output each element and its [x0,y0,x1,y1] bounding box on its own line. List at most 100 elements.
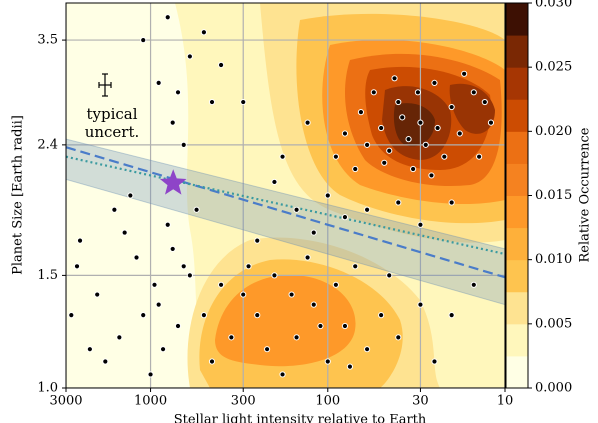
x-axis-label: Stellar light intensity relative to Eart… [174,413,427,423]
colorbar-tick-label: 0.000 [535,381,572,396]
x-tick-label: 10 [497,394,514,409]
star-marker [159,169,187,195]
planet-point [200,312,208,319]
y-tick-label: 3.5 [37,33,58,48]
fit-line [66,146,505,279]
planet-point [405,136,412,143]
planet-point [417,221,424,228]
planet-point [391,75,398,82]
planet-point [200,29,208,36]
colorbar-tick-label: 0.010 [535,252,572,267]
planet-point [180,141,187,148]
x-tick-label: 100 [315,394,340,409]
planet-point [431,358,438,365]
planet-point [147,371,154,378]
planet-point [169,245,176,253]
planet-point [395,199,402,206]
planet-point [111,206,118,213]
x-tick-label: 1000 [134,394,167,409]
planet-point [352,263,359,270]
planet-point [470,89,477,96]
planet-point [68,312,75,319]
planet-point [363,141,371,148]
planet-point [76,237,84,244]
planet-point [422,141,429,148]
planet-point [271,272,278,279]
planet-point [417,119,424,126]
annotation: typical [86,105,137,123]
planet-point [217,61,225,69]
colorbar-label: Relative Occurrence [578,127,593,262]
planet-point [140,312,147,319]
planet-point [341,214,349,221]
planet-point [448,103,455,111]
planet-point [240,98,247,106]
planet-point [414,89,422,96]
planet-point [304,254,311,261]
planet-point [208,358,216,365]
planet-point [159,346,167,353]
planet-point [341,322,349,330]
planet-point [155,301,162,308]
planet-point [293,206,300,213]
planet-point [310,301,317,308]
planet-point [263,346,271,353]
planet-point [245,263,252,270]
planet-point [332,153,339,160]
planet-point [151,281,158,288]
colorbar-segment [506,99,528,132]
planet-point [399,114,406,121]
planet-point [487,119,495,126]
planet-point [395,98,402,106]
planet-point [140,36,147,44]
annotation: uncert. [85,123,140,141]
x-tick-label: 30 [412,394,429,409]
planet-point [186,53,193,60]
density-contours [66,3,505,388]
colorbar-segment [506,131,528,164]
planet-point [102,358,109,365]
planet-point [121,229,128,236]
colorbar-segment [506,3,528,36]
planet-point [378,312,385,319]
planet-point [180,263,187,270]
planet-point [434,124,441,132]
planet-point [133,254,140,261]
planet-point [470,281,477,288]
y-tick-label: 2.4 [37,137,58,152]
planet-point [441,153,448,160]
planet-point [288,291,295,298]
planet-point [186,272,193,279]
planet-point [279,371,286,378]
planet-point [254,237,261,244]
planet-point [174,322,182,330]
colorbar-segment [506,35,528,68]
colorbar-segment [506,355,528,389]
planet-point [240,291,247,298]
planet-point [352,165,359,173]
planet-point [164,221,171,228]
colorbar-segment [506,259,528,293]
planet-point [456,130,463,137]
colorbar-segment [506,195,528,229]
planet-point [174,89,182,96]
planet-point [317,322,324,330]
planet-point [448,312,455,319]
planet-point [155,79,162,86]
planet-point [228,334,235,341]
planet-point [341,130,349,137]
planet-point [448,199,455,206]
planet-point [324,192,331,199]
planet-point [410,165,417,173]
uncertainty-marker [98,73,112,97]
planet-point [363,346,371,353]
planet-point [86,346,93,353]
colorbar-segment [506,227,528,261]
colorbar-segment [506,323,528,357]
x-tick-label: 300 [231,394,256,409]
planet-point [428,172,435,179]
x-tick-label: 3000 [49,394,82,409]
planet-point [476,153,483,160]
colorbar-tick-label: 0.020 [535,124,572,139]
